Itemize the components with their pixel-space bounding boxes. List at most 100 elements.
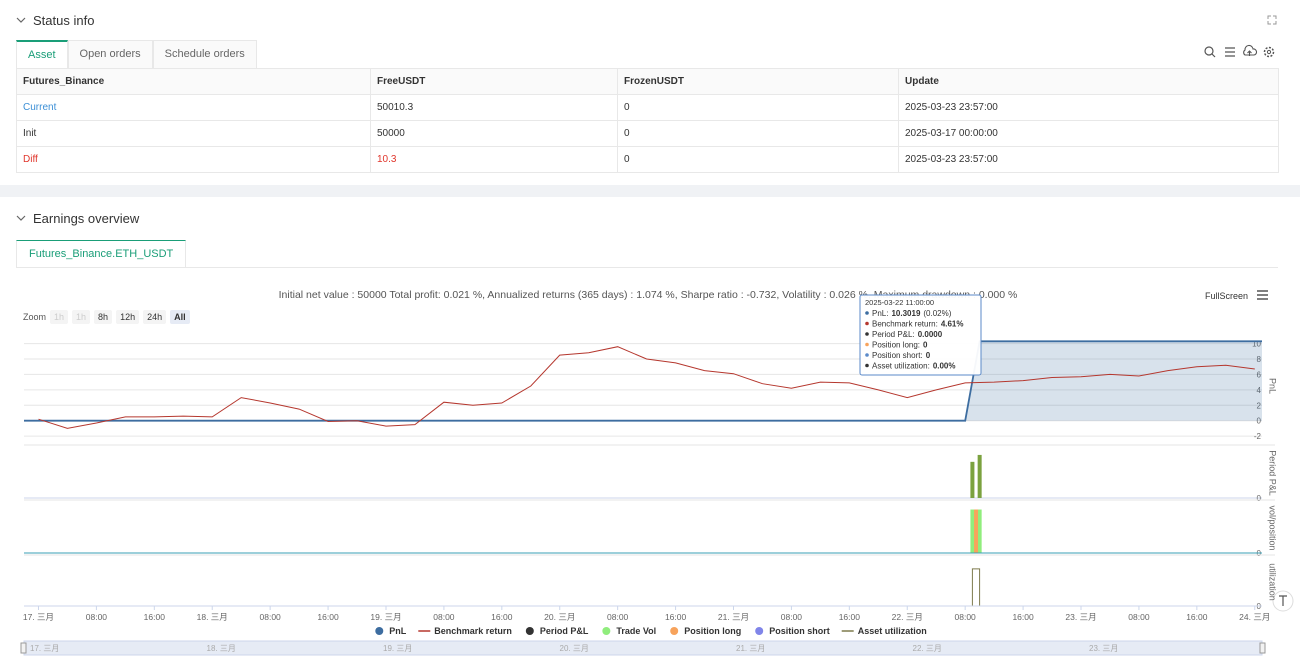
tooltip-value: 0 bbox=[923, 341, 928, 350]
section-title: Status info bbox=[33, 13, 95, 28]
fullscreen-button[interactable]: FullScreen bbox=[1205, 291, 1248, 301]
navigator-label: 19. 三月 bbox=[383, 644, 412, 653]
legend-label: Position short bbox=[769, 626, 830, 636]
zoom-button[interactable]: 1h bbox=[72, 310, 91, 324]
x-tick-label: 16:00 bbox=[1186, 612, 1208, 622]
expand-icon[interactable] bbox=[1266, 14, 1278, 26]
tab[interactable]: Futures_Binance.ETH_USDT bbox=[16, 240, 187, 268]
tooltip-label: Asset utilization: bbox=[872, 362, 930, 371]
legend-item[interactable]: Benchmark return bbox=[418, 626, 512, 636]
earnings-card: Earnings overview Futures_Binance.ETH_US… bbox=[0, 197, 1300, 658]
collapse-icon[interactable] bbox=[16, 16, 26, 24]
tooltip-line: Position long: 0 bbox=[872, 341, 928, 350]
table-cell: Diff bbox=[16, 146, 371, 173]
x-tick-label: 08:00 bbox=[1128, 612, 1150, 622]
navigator-handle[interactable] bbox=[20, 642, 27, 654]
x-tick-label: 17. 三月 bbox=[23, 612, 54, 622]
tooltip-line: Position short: 0 bbox=[872, 351, 931, 360]
x-tick-label: 24. 三月 bbox=[1239, 612, 1270, 622]
column-header: FreeUSDT bbox=[370, 68, 618, 95]
tab[interactable]: Asset bbox=[16, 40, 68, 69]
x-tick-label: 16:00 bbox=[839, 612, 861, 622]
x-tick-label: 08:00 bbox=[955, 612, 977, 622]
x-tick-label: 08:00 bbox=[260, 612, 282, 622]
zoom-button[interactable]: 1h bbox=[50, 310, 69, 324]
zoom-button[interactable]: 24h bbox=[143, 310, 167, 324]
tab[interactable]: Schedule orders bbox=[152, 40, 257, 68]
table-cell: 2025-03-23 23:57:00 bbox=[898, 94, 1279, 121]
legend-label: Position long bbox=[684, 626, 741, 636]
x-tick-label: 23. 三月 bbox=[1065, 612, 1096, 622]
tooltip-value: 4.61% bbox=[941, 320, 964, 329]
zoom-button[interactable]: 12h bbox=[116, 310, 140, 324]
legend-item[interactable]: Position long bbox=[670, 626, 741, 636]
x-tick-label: 18. 三月 bbox=[197, 612, 228, 622]
legend-label: PnL bbox=[389, 626, 407, 636]
legend-item[interactable]: Position short bbox=[755, 626, 830, 636]
table-body: Current 50010.3 0 2025-03-23 23:57:00 Init 50… bbox=[16, 94, 1279, 173]
x-tick-label: 22. 三月 bbox=[892, 612, 923, 622]
legend-item[interactable]: Asset utilization bbox=[841, 626, 927, 636]
tooltip-bullet bbox=[865, 342, 869, 347]
x-tick-label: 16:00 bbox=[144, 612, 166, 622]
y-tick-label: 0 bbox=[1257, 494, 1262, 503]
navigator-label: 23. 三月 bbox=[1089, 644, 1118, 653]
navigator-handle[interactable] bbox=[1259, 642, 1266, 654]
tooltip-note: (0.02%) bbox=[923, 309, 951, 318]
x-tick-label: 16:00 bbox=[665, 612, 687, 622]
legend-item[interactable]: PnL bbox=[375, 626, 407, 636]
y-tick-label: 8 bbox=[1257, 355, 1262, 364]
tooltip-bullet bbox=[865, 332, 869, 336]
tooltip-label: Position short: bbox=[872, 351, 923, 360]
tooltip-value: 0 bbox=[926, 351, 931, 360]
line bbox=[24, 568, 1262, 607]
legend-item[interactable]: Trade Vol bbox=[602, 626, 656, 636]
scroll-top-button[interactable] bbox=[1272, 590, 1294, 612]
navigator-label: 17. 三月 bbox=[30, 644, 59, 653]
y-tick-label: -2 bbox=[1254, 432, 1262, 441]
tab[interactable]: Open orders bbox=[67, 40, 153, 68]
tooltip-line: PnL: 10.3019 (0.02%) bbox=[872, 309, 952, 318]
tooltip-bullet bbox=[865, 321, 869, 326]
bar bbox=[970, 461, 975, 498]
tooltip-line: Benchmark return: 4.61% bbox=[872, 320, 964, 329]
legend-symbol bbox=[602, 627, 611, 635]
navigator-label: 18. 三月 bbox=[207, 644, 236, 653]
menu-icon[interactable] bbox=[1257, 290, 1268, 300]
tooltip-label: PnL: bbox=[872, 309, 888, 318]
section-title: Earnings overview bbox=[33, 211, 140, 226]
area bbox=[24, 341, 1262, 421]
table-cell: 10.3 bbox=[370, 146, 618, 173]
legend-symbol bbox=[525, 627, 534, 635]
collapse-icon[interactable] bbox=[16, 214, 26, 222]
x-tick-label: 16:00 bbox=[1012, 612, 1034, 622]
y-axis-title: PnL bbox=[1268, 378, 1278, 394]
zoom-button[interactable]: 8h bbox=[94, 310, 113, 324]
y-tick-label: 6 bbox=[1257, 370, 1262, 379]
column-header: Update bbox=[898, 68, 1279, 95]
tab-bar: Asset Open orders Schedule orders bbox=[16, 40, 257, 69]
legend-symbol bbox=[670, 627, 679, 635]
tooltip-value: 0.00% bbox=[933, 362, 956, 371]
legend-symbol bbox=[375, 627, 384, 635]
bar bbox=[977, 454, 982, 498]
line bbox=[38, 346, 1255, 429]
navigator-label: 21. 三月 bbox=[736, 644, 765, 653]
bar bbox=[977, 509, 982, 553]
y-tick-label: 0 bbox=[1257, 417, 1262, 426]
toolbar-icons[interactable] bbox=[1200, 44, 1280, 60]
tooltip-value: 0.0000 bbox=[918, 330, 943, 339]
legend-label: Period P&L bbox=[540, 626, 589, 636]
zoom-label: Zoom bbox=[23, 312, 47, 322]
status-card: Status info Asset Open orders Schedule ord… bbox=[0, 0, 1300, 185]
legend-item[interactable]: Period P&L bbox=[525, 626, 589, 636]
zoom-button[interactable]: All bbox=[170, 310, 190, 324]
asset-table: Futures_Binance FreeUSDT FrozenUSDT Update … bbox=[16, 68, 1279, 173]
tab-divider bbox=[16, 267, 1278, 268]
tooltip-label: Period P&L: bbox=[872, 330, 915, 339]
y-axis-title: vol/position bbox=[1268, 505, 1278, 550]
table-cell: 0 bbox=[617, 146, 899, 173]
